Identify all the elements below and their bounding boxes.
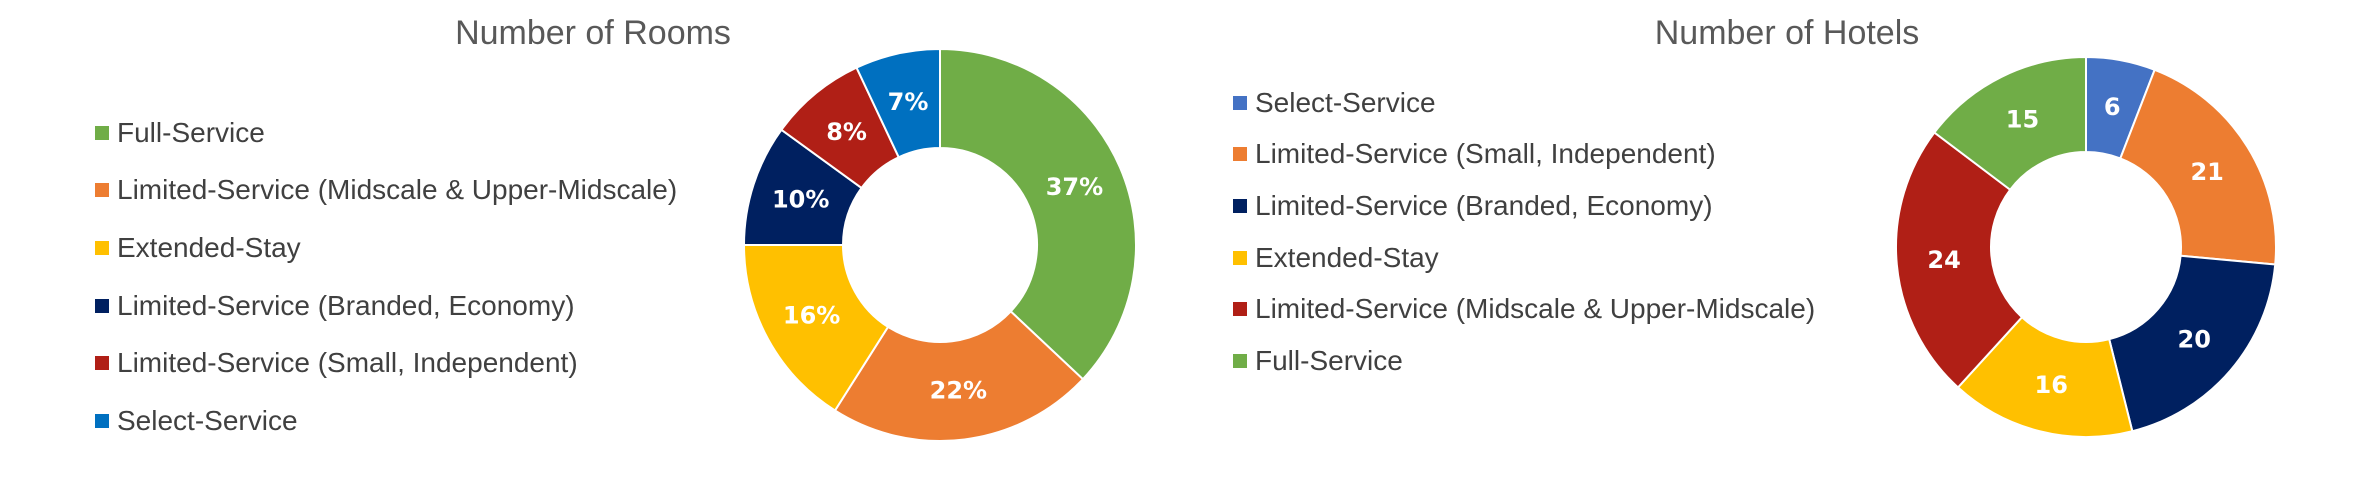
rooms-legend-item: Full-Service bbox=[95, 104, 677, 162]
rooms-legend-item: Extended-Stay bbox=[95, 219, 677, 277]
legend-label: Full-Service bbox=[117, 116, 265, 148]
data-label: 16% bbox=[783, 302, 840, 330]
data-label: 15 bbox=[2006, 105, 2039, 133]
legend-label: Limited-Service (Small, Independent) bbox=[117, 347, 578, 379]
hotels-chart-panel: Number of Hotels Select-Service Limited-… bbox=[1200, 0, 2373, 478]
legend-label: Select-Service bbox=[1255, 86, 1436, 118]
data-label: 10% bbox=[772, 186, 829, 214]
legend-swatch bbox=[1233, 147, 1247, 162]
rooms-legend-item: Limited-Service (Midscale & Upper-Midsca… bbox=[95, 162, 677, 220]
legend-label: Full-Service bbox=[1255, 344, 1403, 376]
data-label: 21 bbox=[2190, 158, 2223, 186]
hotels-legend-item: Select-Service bbox=[1233, 77, 1815, 129]
data-label: 6 bbox=[2104, 93, 2121, 121]
hotels-legend-item: Full-Service bbox=[1233, 335, 1815, 387]
legend-label: Limited-Service (Midscale & Upper-Midsca… bbox=[1255, 293, 1816, 325]
hotels-legend-item: Limited-Service (Branded, Economy) bbox=[1233, 180, 1815, 232]
donut-slice bbox=[2107, 254, 2277, 433]
donut-slice bbox=[1895, 131, 2024, 389]
donut-slice bbox=[833, 309, 1085, 442]
hotels-legend-item: Limited-Service (Small, Independent) bbox=[1233, 129, 1815, 181]
data-label: 16 bbox=[2035, 371, 2068, 399]
legend-swatch bbox=[95, 240, 109, 255]
hotels-legend-item: Limited-Service (Midscale & Upper-Midsca… bbox=[1233, 283, 1815, 335]
data-label: 37% bbox=[1046, 173, 1103, 201]
legend-swatch bbox=[1233, 302, 1247, 317]
data-label: 22% bbox=[930, 376, 987, 404]
donut-slice bbox=[1932, 55, 2087, 192]
donut-slice bbox=[855, 47, 941, 159]
legend-swatch bbox=[95, 298, 109, 313]
donut-slice bbox=[2119, 68, 2277, 266]
legend-label: Limited-Service (Branded, Economy) bbox=[1255, 189, 1713, 221]
legend-label: Extended-Stay bbox=[1255, 241, 1439, 273]
data-label: 20 bbox=[2178, 326, 2211, 354]
rooms-chart-title: Number of Rooms bbox=[455, 14, 731, 52]
rooms-chart-panel: Number of Rooms Full-Service Limited-Ser… bbox=[0, 0, 1180, 478]
legend-label: Limited-Service (Small, Independent) bbox=[1255, 138, 1716, 170]
legend-swatch bbox=[1233, 250, 1247, 265]
legend-swatch bbox=[1233, 198, 1247, 213]
donut-slice bbox=[1956, 315, 2134, 438]
legend-swatch bbox=[95, 183, 109, 198]
rooms-legend-item: Limited-Service (Small, Independent) bbox=[95, 334, 677, 392]
data-label: 8% bbox=[826, 118, 867, 146]
legend-swatch bbox=[1233, 95, 1247, 110]
hotels-legend-item: Extended-Stay bbox=[1233, 232, 1815, 284]
rooms-donut-chart: 37% 22% 16% 10% 8% 7% bbox=[742, 47, 1137, 442]
hotels-donut-chart: 6 21 20 16 24 15 bbox=[1895, 55, 2277, 438]
rooms-legend-item: Select-Service bbox=[95, 392, 677, 450]
hotels-legend: Select-Service Limited-Service (Small, I… bbox=[1233, 77, 1815, 387]
rooms-legend-item: Limited-Service (Branded, Economy) bbox=[95, 277, 677, 335]
legend-label: Extended-Stay bbox=[117, 231, 301, 263]
legend-swatch bbox=[95, 125, 109, 140]
data-label: 24 bbox=[1927, 246, 1960, 274]
legend-swatch bbox=[95, 356, 109, 371]
rooms-legend: Full-Service Limited-Service (Midscale &… bbox=[95, 104, 677, 450]
legend-swatch bbox=[1233, 353, 1247, 368]
legend-label: Limited-Service (Branded, Economy) bbox=[117, 289, 575, 321]
donut-slice bbox=[742, 244, 890, 412]
legend-swatch bbox=[95, 413, 109, 428]
data-label: 7% bbox=[888, 88, 929, 116]
donut-slice bbox=[939, 47, 1137, 381]
legend-label: Limited-Service (Midscale & Upper-Midsca… bbox=[117, 174, 678, 206]
legend-label: Select-Service bbox=[117, 404, 298, 436]
hotels-chart-title: Number of Hotels bbox=[1654, 14, 1920, 52]
